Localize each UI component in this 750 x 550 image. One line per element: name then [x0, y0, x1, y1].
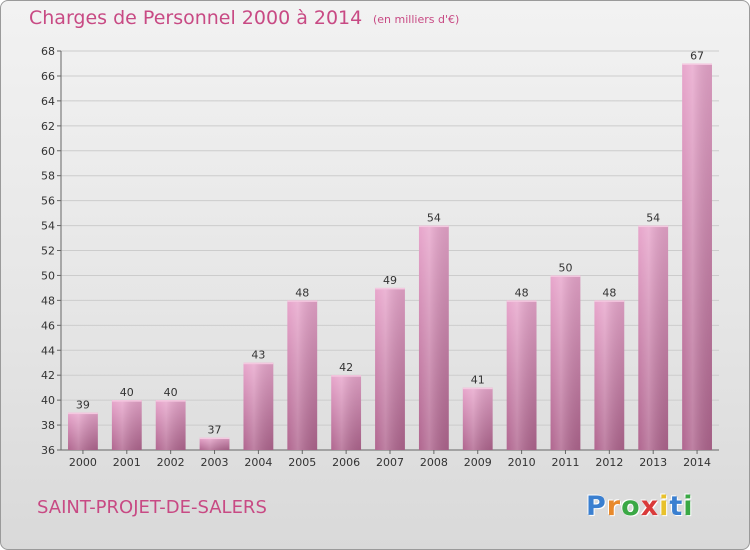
y-tick-label: 64: [41, 95, 55, 108]
bar-shine: [155, 400, 186, 450]
bar-top-edge: [638, 225, 669, 228]
x-tick-label: 2004: [244, 456, 272, 469]
y-tick-label: 40: [41, 394, 55, 407]
bar-top-edge: [111, 400, 142, 402]
bar-top-edge: [68, 412, 98, 415]
bar-top-edge: [375, 287, 405, 290]
bar-shine: [506, 300, 537, 450]
bar-shine: [638, 225, 669, 450]
logo-letter: i: [683, 491, 694, 522]
x-tick-label: 2005: [288, 456, 316, 469]
x-tick-label: 2009: [464, 456, 492, 469]
bar-shine: [462, 387, 493, 450]
logo-letter: r: [606, 491, 622, 522]
y-tick-label: 52: [41, 245, 55, 258]
data-label: 67: [690, 49, 704, 62]
bar-top-edge: [594, 300, 625, 302]
x-tick-label: 2003: [201, 456, 229, 469]
data-label: 48: [515, 286, 529, 299]
logo-letter: x: [640, 491, 660, 522]
bar-top-edge: [331, 375, 362, 377]
chart-title: Charges de Personnel 2000 à 2014: [29, 7, 363, 29]
bar-top-edge: [287, 300, 318, 302]
bar-shine: [199, 437, 230, 450]
x-tick-label: 2000: [69, 456, 97, 469]
x-tick-label: 2001: [113, 456, 141, 469]
logo-letter: i: [659, 491, 670, 522]
bar-shine: [331, 375, 362, 450]
bar-shine: [111, 400, 142, 450]
bars: [68, 63, 712, 450]
bar-shine: [375, 287, 405, 450]
proxiti-logo[interactable]: Proxiti: [586, 491, 694, 522]
x-tick-label: 2007: [376, 456, 404, 469]
y-tick-label: 50: [41, 269, 55, 282]
bar-top-edge: [462, 387, 493, 390]
data-label: 50: [558, 261, 572, 274]
x-tick-label: 2010: [508, 456, 536, 469]
y-tick-label: 46: [41, 319, 55, 332]
location-name: SAINT-PROJET-DE-SALERS: [37, 497, 267, 518]
chart-subtitle: (en milliers d'€): [373, 13, 460, 26]
y-tick-label: 60: [41, 145, 55, 158]
y-tick-label: 42: [41, 369, 55, 382]
bar-shine: [68, 412, 98, 450]
data-label: 40: [164, 386, 178, 399]
data-label: 49: [383, 274, 397, 287]
bar-top-edge: [199, 437, 230, 440]
bar-top-edge: [550, 275, 581, 277]
data-label: 48: [602, 286, 616, 299]
y-tick-label: 68: [41, 45, 55, 58]
bar-shine: [594, 300, 625, 450]
x-tick-label: 2013: [639, 456, 667, 469]
labels: 36 38 40 42 44 46 48 50 52 54 56 58 60 62 64 66 68 39 2000…: [41, 45, 711, 469]
x-tick-label: 2006: [332, 456, 360, 469]
data-label: 37: [208, 424, 222, 437]
data-label: 41: [471, 374, 485, 387]
logo-letter: t: [669, 491, 684, 522]
bar-shine: [550, 275, 581, 450]
bar-top-edge: [506, 300, 537, 302]
bar-top-edge: [418, 225, 449, 228]
y-tick-label: 38: [41, 419, 55, 432]
data-label: 54: [427, 212, 441, 225]
bar-top-edge: [243, 362, 274, 365]
x-tick-label: 2002: [157, 456, 185, 469]
data-label: 48: [295, 286, 309, 299]
data-label: 54: [646, 212, 660, 225]
y-tick-label: 44: [41, 344, 55, 357]
bar-top-edge: [155, 400, 186, 402]
bar-shine: [287, 300, 318, 450]
x-tick-label: 2011: [551, 456, 579, 469]
x-tick-label: 2014: [683, 456, 711, 469]
bar-top-edge: [682, 63, 712, 65]
y-tick-label: 66: [41, 70, 55, 83]
y-tick-label: 54: [41, 220, 55, 233]
data-label: 42: [339, 361, 353, 374]
y-tick-label: 56: [41, 195, 55, 208]
y-tick-label: 36: [41, 444, 55, 457]
bar-shine: [682, 63, 712, 450]
bar-shine: [243, 362, 274, 450]
y-tick-label: 58: [41, 170, 55, 183]
x-tick-label: 2012: [595, 456, 623, 469]
x-tick-label: 2008: [420, 456, 448, 469]
y-tick-label: 62: [41, 120, 55, 133]
bar-shine: [418, 225, 449, 450]
data-label: 40: [120, 386, 134, 399]
data-label: 39: [76, 399, 90, 412]
data-label: 43: [251, 349, 265, 362]
logo-letter: P: [586, 491, 607, 522]
y-tick-label: 48: [41, 294, 55, 307]
logo-letter: o: [621, 491, 641, 522]
